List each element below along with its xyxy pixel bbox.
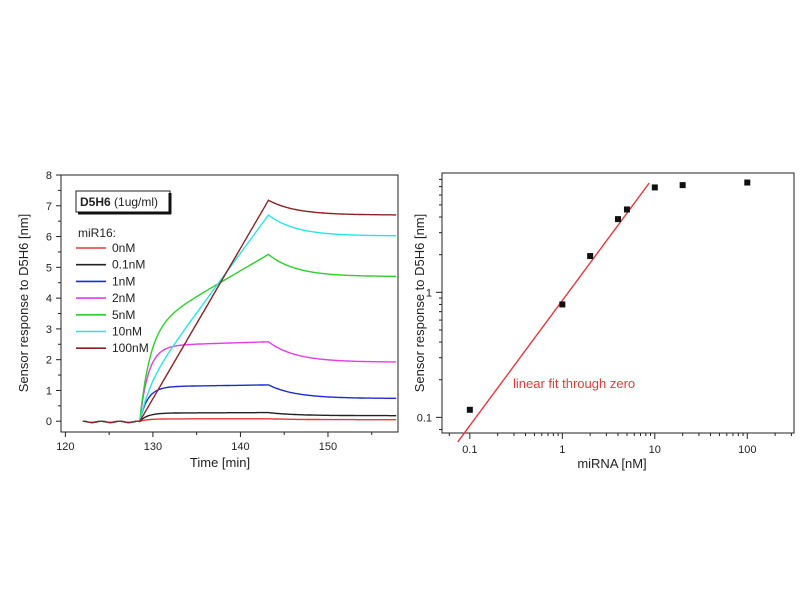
legend-label-10nM: 10nM [112,325,142,339]
y-tick-label: 2 [46,355,52,367]
series-line-100nM [82,199,397,424]
right-x-axis-label: miRNA [nM] [577,456,646,471]
x-tick-label: 140 [231,441,249,453]
right-ticks: 0.1 1 10 100 0.1 1 [417,178,792,456]
data-point [559,301,566,308]
left-series [82,199,397,424]
left-plot-frame [60,174,399,433]
x-tick-label: 100 [738,444,756,456]
y-tick-label: 3 [46,324,52,336]
y-tick-label: 8 [46,170,52,182]
fit-line [457,182,650,443]
left-y-axis-label: Sensor response to D5H6 [nm] [16,214,31,392]
legend-label-100nM: 100nM [112,341,149,355]
fit-line-group [457,182,650,443]
data-point [466,406,473,413]
left-chart: 120 130 140 150 0 1 2 3 4 5 6 7 8 D5H6 (1ug/ml) miR1… [16,170,399,470]
series-line-0.1nM [82,411,397,424]
x-tick-label: 150 [319,441,337,453]
right-plot-frame [441,172,795,434]
legend-box-bold: D5H6 [80,195,111,209]
fit-label: linear fit through zero [513,376,635,391]
legend: 0nM 0.1nM 1nM 2nM 5nM 10nM 100nM [76,241,149,355]
right-chart: 0.1 1 10 100 0.1 1 linear fit through zero mi… [412,172,795,471]
left-ticks: 120 130 140 150 0 1 2 3 4 5 6 7 8 [46,170,373,453]
y-tick-label: 5 [46,262,52,274]
series-line-1nM [82,384,397,424]
data-point [623,206,630,213]
legend-title-box: D5H6 (1ug/ml) [75,190,172,215]
x-tick-label: 0.1 [462,444,477,456]
legend-label-0.1nM: 0.1nM [112,258,145,272]
legend-box-text: D5H6 (1ug/ml) [80,195,158,209]
left-x-axis-label: Time [min] [190,455,250,470]
legend-label-0nM: 0nM [112,241,135,255]
data-point [651,184,658,191]
data-point [615,216,621,223]
x-tick-label: 10 [649,444,661,456]
legend-label-1nM: 1nM [112,274,135,288]
data-point [679,182,686,189]
right-y-axis-label: Sensor response to D5H6 [nm] [412,214,427,392]
data-point [587,253,594,260]
y-tick-label: 0 [46,416,52,428]
scatter-points [466,179,751,413]
y-tick-label: 4 [46,293,52,305]
legend-title: miR16: [78,226,116,240]
x-tick-label: 130 [144,441,162,453]
y-tick-label: 1 [426,287,432,299]
x-tick-label: 120 [56,441,74,453]
y-tick-label: 6 [46,232,52,244]
y-tick-label: 0.1 [417,412,432,424]
legend-label-5nM: 5nM [112,308,135,322]
y-tick-label: 1 [46,385,52,397]
y-tick-label: 7 [46,201,52,213]
data-point [744,179,751,186]
x-tick-label: 1 [559,444,565,456]
legend-label-2nM: 2nM [112,291,135,305]
legend-box-normal: (1ug/ml) [111,195,158,209]
